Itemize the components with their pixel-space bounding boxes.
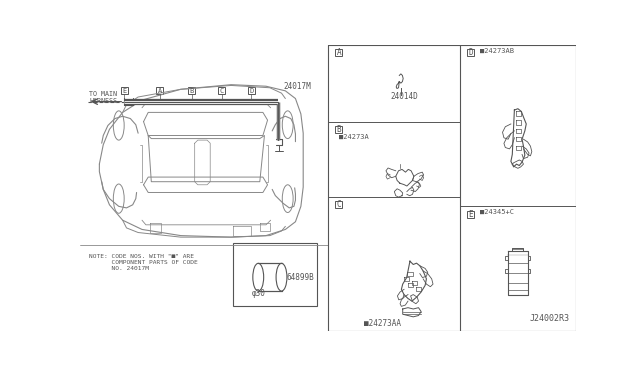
Text: φ30: φ30 — [252, 289, 266, 298]
Text: NOTE: CODE NOS. WITH "■" ARE: NOTE: CODE NOS. WITH "■" ARE — [90, 254, 195, 259]
Bar — [259, 263, 282, 291]
Bar — [467, 49, 474, 56]
Text: ■24273A: ■24273A — [339, 134, 369, 140]
Bar — [335, 201, 342, 208]
Text: A: A — [157, 88, 162, 94]
Bar — [121, 87, 127, 94]
Text: C: C — [220, 88, 224, 94]
Bar — [467, 211, 474, 218]
Bar — [248, 87, 255, 94]
Text: A: A — [337, 48, 341, 57]
Text: E: E — [468, 209, 473, 218]
Bar — [218, 87, 225, 94]
Ellipse shape — [253, 263, 264, 291]
Text: ■24273AB: ■24273AB — [480, 47, 514, 53]
Text: E: E — [122, 88, 126, 94]
Text: C: C — [337, 200, 341, 209]
Bar — [156, 87, 163, 94]
Text: NO. 24017M: NO. 24017M — [90, 266, 149, 272]
Bar — [188, 99, 196, 104]
Text: B: B — [337, 125, 341, 134]
Text: ■24345+C: ■24345+C — [480, 209, 514, 215]
Text: COMPONENT PARTS OF CODE: COMPONENT PARTS OF CODE — [90, 260, 198, 265]
Text: 24017M: 24017M — [284, 82, 312, 91]
Text: ■24273AA: ■24273AA — [364, 319, 401, 328]
Text: D: D — [249, 88, 253, 94]
Text: 24014D: 24014D — [390, 92, 418, 100]
Ellipse shape — [276, 263, 287, 291]
Bar — [156, 99, 164, 104]
Bar — [218, 99, 227, 104]
Text: 64899B: 64899B — [286, 273, 314, 282]
Bar — [234, 243, 317, 307]
Text: D: D — [468, 48, 473, 57]
Bar — [188, 87, 195, 94]
Text: B: B — [189, 88, 194, 94]
Text: J24002R3: J24002R3 — [529, 314, 570, 323]
Bar — [335, 126, 342, 133]
Bar — [335, 49, 342, 56]
Bar — [248, 99, 256, 104]
Text: TO MAIN
HARNESS: TO MAIN HARNESS — [90, 91, 117, 104]
